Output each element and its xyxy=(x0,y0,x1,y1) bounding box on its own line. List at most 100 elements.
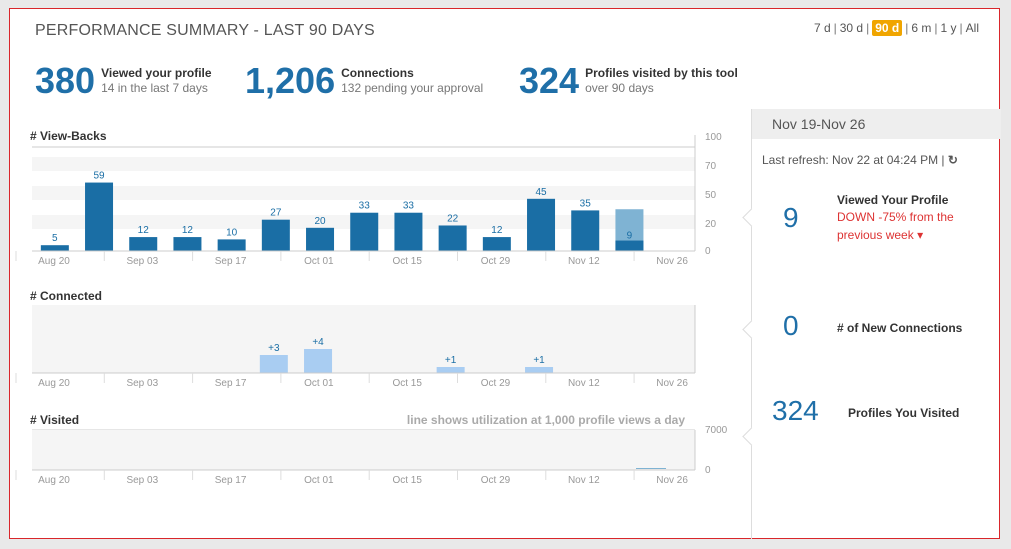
visited-count: 324 xyxy=(772,395,819,426)
viewbacks-data-label: 12 xyxy=(491,225,503,236)
viewed-change: DOWN -75% from the previous week ▾ xyxy=(837,208,987,244)
connected-data-label: +3 xyxy=(268,343,280,354)
viewbacks-data-label: 12 xyxy=(182,225,194,236)
connected-x-label: Sep 03 xyxy=(126,378,158,389)
stat-value: 380 xyxy=(35,60,96,101)
viewed-change-text: DOWN -75% from the previous week xyxy=(837,210,954,242)
range-all[interactable]: All xyxy=(965,21,979,35)
caret-down-icon: ▾ xyxy=(917,228,924,242)
connected-bar[interactable] xyxy=(304,349,333,373)
stat-label: Viewed your profile xyxy=(101,66,212,80)
viewbacks-bar[interactable] xyxy=(40,245,69,251)
connected-x-label: Nov 12 xyxy=(568,378,600,389)
viewbacks-x-label: Nov 26 xyxy=(656,256,688,267)
viewbacks-data-label: 27 xyxy=(270,208,282,219)
connected-data-label: +1 xyxy=(533,355,545,366)
performance-summary-panel: PERFORMANCE SUMMARY - LAST 90 DAYS 7 d | … xyxy=(9,8,1001,539)
refresh-icon[interactable]: ↻ xyxy=(947,153,958,167)
viewbacks-x-label: Oct 01 xyxy=(304,256,334,267)
connected-x-label: Aug 20 xyxy=(38,378,70,389)
viewbacks-data-label: 33 xyxy=(403,201,415,212)
visited-label: Profiles You Visited xyxy=(848,406,960,420)
viewbacks-x-label: Sep 03 xyxy=(126,256,158,267)
viewbacks-data-label: 12 xyxy=(138,225,150,236)
viewbacks-x-label: Sep 17 xyxy=(215,256,247,267)
viewbacks-data-label: 22 xyxy=(447,213,459,224)
viewbacks-bar[interactable] xyxy=(482,237,511,251)
visited-ytick: 7000 xyxy=(705,425,728,436)
viewbacks-x-label: Nov 12 xyxy=(568,256,600,267)
connected-bar[interactable] xyxy=(259,355,288,373)
viewbacks-data-label: 45 xyxy=(535,187,547,198)
viewbacks-bar[interactable] xyxy=(438,225,467,251)
visited-plot-bg xyxy=(32,430,695,470)
viewbacks-bar[interactable] xyxy=(571,210,600,251)
viewbacks-data-label: 5 xyxy=(52,233,58,244)
viewed-label: Viewed Your Profile xyxy=(837,193,949,207)
notch xyxy=(742,208,761,227)
viewbacks-title: # View-Backs xyxy=(30,129,107,143)
visited-x-label: Sep 03 xyxy=(126,475,158,486)
range-30d[interactable]: 30 d xyxy=(839,21,864,35)
range-90d[interactable]: 90 d xyxy=(872,20,903,36)
stat-sub: over 90 days xyxy=(585,81,654,95)
viewbacks-bar[interactable] xyxy=(85,182,114,251)
viewbacks-x-label: Oct 29 xyxy=(481,256,511,267)
viewbacks-bar[interactable] xyxy=(261,219,290,251)
viewbacks-bar[interactable] xyxy=(615,240,644,251)
stat-profiles-visited: 324 Profiles visited by this tool over 9… xyxy=(519,61,738,101)
range-7d[interactable]: 7 d xyxy=(813,21,831,35)
viewbacks-x-label: Aug 20 xyxy=(38,256,70,267)
connected-x-label: Sep 17 xyxy=(215,378,247,389)
charts-area: # View-Backs 100 70 50 20 0 5 59 12 12 10 27 2… xyxy=(15,129,728,486)
visited-x-label: Oct 29 xyxy=(481,475,511,486)
connected-bar[interactable] xyxy=(525,367,554,373)
connected-plot-bg xyxy=(32,305,695,373)
connected-data-label: +1 xyxy=(445,355,457,366)
visited-x-label: Nov 26 xyxy=(656,475,688,486)
period-header: Nov 19-Nov 26 xyxy=(752,109,1001,139)
connected-x-label: Oct 15 xyxy=(392,378,422,389)
visited-x-label: Oct 15 xyxy=(392,475,422,486)
viewbacks-data-label: 35 xyxy=(580,198,592,209)
notch xyxy=(742,320,761,339)
stat-sub: 132 pending your approval xyxy=(341,81,484,95)
range-6m[interactable]: 6 m xyxy=(911,21,932,35)
viewbacks-ytick: 0 xyxy=(705,246,711,257)
stat-profile-views: 380 Viewed your profile 14 in the last 7… xyxy=(35,61,212,101)
connections-count: 0 xyxy=(783,310,799,341)
visited-ytick: 0 xyxy=(705,465,711,476)
viewbacks-bar[interactable] xyxy=(217,239,246,251)
viewbacks-data-label: 33 xyxy=(359,201,371,212)
range-1y[interactable]: 1 y xyxy=(940,21,957,35)
notch xyxy=(742,427,761,446)
visited-x-label: Sep 17 xyxy=(215,475,247,486)
connected-x-label: Oct 01 xyxy=(304,378,334,389)
visited-bar xyxy=(636,468,666,469)
viewbacks-ytick: 70 xyxy=(705,161,717,172)
viewbacks-bar[interactable] xyxy=(306,227,335,251)
connected-x-label: Nov 26 xyxy=(656,378,688,389)
stat-value: 324 xyxy=(519,60,580,101)
visited-title: # Visited xyxy=(30,413,79,427)
stat-connections: 1,206 Connections 132 pending your appro… xyxy=(245,61,483,101)
visited-x-label: Aug 20 xyxy=(38,475,70,486)
date-range-selector: 7 d | 30 d | 90 d | 6 m | 1 y | All xyxy=(813,20,979,36)
weekly-summary-sidebar: Nov 19-Nov 26 Last refresh: Nov 22 at 04… xyxy=(742,109,1001,539)
stat-label: Connections xyxy=(341,66,414,80)
viewbacks-bar[interactable] xyxy=(350,212,379,251)
viewbacks-data-label: 10 xyxy=(226,227,238,238)
viewbacks-bar[interactable] xyxy=(129,237,158,251)
visited-x-label: Nov 12 xyxy=(568,475,600,486)
viewbacks-bar[interactable] xyxy=(527,198,556,251)
viewbacks-ytick: 20 xyxy=(705,219,717,230)
stat-label: Profiles visited by this tool xyxy=(585,66,738,80)
viewbacks-bar[interactable] xyxy=(173,237,202,251)
connected-bar[interactable] xyxy=(436,367,465,373)
viewbacks-bar[interactable] xyxy=(394,212,423,251)
last-refresh: Last refresh: Nov 22 at 04:24 PM | ↻ xyxy=(752,139,1001,167)
visited-x-label: Oct 01 xyxy=(304,475,334,486)
viewbacks-x-label: Oct 15 xyxy=(392,256,422,267)
viewbacks-y-axis: 100 70 50 20 0 xyxy=(694,132,722,257)
viewbacks-data-label: 9 xyxy=(627,231,633,242)
